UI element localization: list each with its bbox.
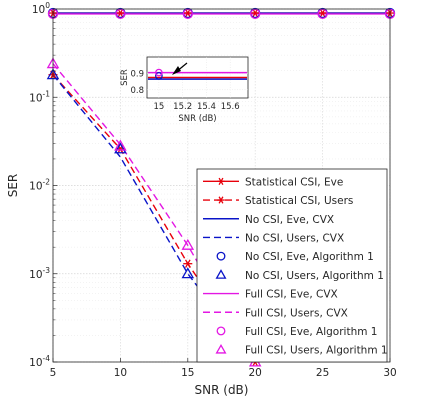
x-tick-label: 20	[249, 367, 262, 379]
legend-entry-label: Full CSI, Users, Algorithm 1	[245, 345, 388, 357]
y-axis-label: SER	[6, 174, 20, 198]
asterisk-stroke	[184, 8, 191, 18]
legend-entry-label: Statistical CSI, Users	[245, 195, 353, 207]
triangle-marker	[215, 269, 227, 279]
x-tick-label: 15	[181, 367, 194, 379]
x-axis-label: SNR (dB)	[195, 383, 249, 397]
legend-entry-label: No CSI, Eve, Algorithm 1	[245, 251, 374, 263]
circle-marker	[216, 251, 226, 261]
legend-entry-label: No CSI, Users, CVX	[245, 232, 344, 244]
series-lines	[52, 12, 390, 363]
asterisk-stroke	[252, 8, 259, 18]
inset-y-tick-label: 0.8	[130, 86, 144, 96]
asterisk-stroke	[184, 259, 191, 268]
asterisk-marker	[217, 196, 225, 204]
inset-x-tick-label: 15.6	[221, 102, 240, 112]
inset-zoom-plot: 15 15.2 15.4 15.6 0.8 0.9 SNR (dB) SER	[120, 56, 249, 124]
legend-entry-label: No CSI, Eve, CVX	[245, 214, 334, 226]
legend: Statistical CSI, Eve Statistical CSI, Use…	[196, 168, 388, 363]
x-tick-label: 25	[316, 367, 329, 379]
circle-marker	[216, 326, 226, 336]
asterisk-marker	[217, 177, 225, 185]
triangle-marker	[181, 238, 195, 250]
inset-arrow-head	[172, 66, 181, 75]
triangle-marker	[114, 142, 127, 154]
legend-box	[196, 168, 388, 363]
asterisk-stroke	[319, 8, 326, 18]
inset-y-label: SER	[120, 69, 130, 86]
triangle-marker	[181, 267, 195, 279]
circle-marker	[155, 68, 163, 77]
inset-x-tick-label: 15.2	[173, 102, 192, 112]
legend-entry-label: Full CSI, Eve, Algorithm 1	[245, 326, 378, 338]
asterisk-marker	[183, 259, 193, 268]
inset-x-label: SNR (dB)	[178, 114, 216, 124]
circle-marker	[155, 72, 163, 80]
legend-entry-label: Full CSI, Users, CVX	[245, 307, 348, 319]
legend-entry-label: No CSI, Users, Algorithm 1	[245, 270, 384, 282]
triangle-marker	[114, 139, 127, 151]
asterisk-marker	[250, 8, 260, 18]
inset-y-tick-label: 0.9	[130, 69, 144, 79]
legend-entry-label: Full CSI, Eve, CVX	[245, 289, 338, 301]
asterisk-marker	[183, 8, 193, 18]
x-tick-label: 30	[383, 367, 396, 379]
asterisk-stroke	[117, 8, 124, 18]
legend-entry-label: Statistical CSI, Eve	[245, 176, 343, 188]
asterisk-stroke	[218, 196, 224, 204]
triangle-marker	[215, 343, 227, 354]
inset-x-tick-label: 15.4	[197, 102, 216, 112]
series-line-7	[52, 63, 256, 363]
x-tick-label: 5	[50, 367, 57, 379]
inset-x-tick-label: 15	[153, 102, 164, 112]
asterisk-marker	[318, 8, 328, 18]
x-tick-label: 10	[114, 367, 127, 379]
asterisk-stroke	[218, 177, 224, 185]
asterisk-marker	[115, 8, 125, 18]
